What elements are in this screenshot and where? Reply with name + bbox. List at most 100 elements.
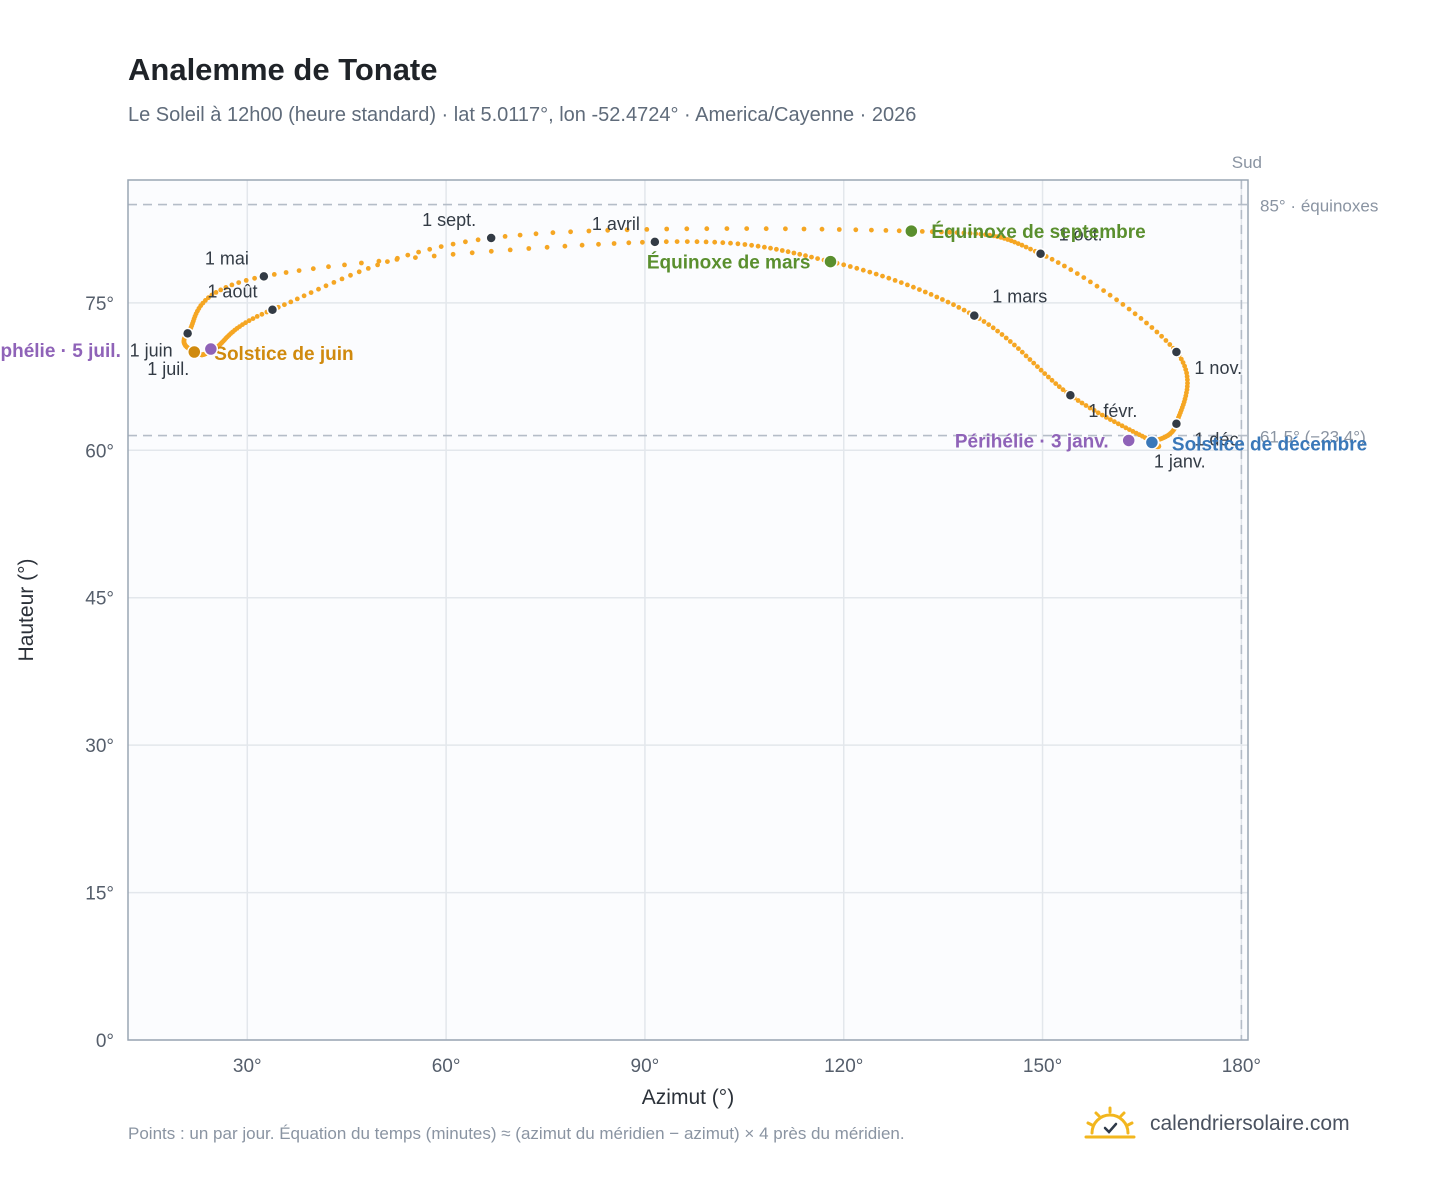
daily-sun-position [961,230,967,236]
daily-sun-position [1007,339,1013,344]
daily-sun-position [783,226,788,232]
daily-sun-position [431,253,437,259]
daily-sun-position [801,226,807,232]
daily-sun-position [684,239,690,245]
daily-sun-position [450,241,456,247]
daily-sun-position [236,280,242,285]
month-marker [1034,247,1047,260]
daily-sun-position [282,302,287,308]
daily-sun-position [995,328,1000,334]
daily-sun-position [892,278,898,283]
daily-sun-position [928,292,934,297]
daily-sun-position [728,240,733,246]
daily-sun-position [809,254,814,260]
daily-sun-position [644,227,650,232]
daily-sun-position [326,264,331,270]
special-point-label: Périhélie · 3 janv. [955,431,1109,452]
daily-sun-position [836,227,842,232]
daily-sun-position [720,240,726,246]
daily-sun-position [1023,244,1029,250]
x-tick-label: 90° [631,1056,660,1077]
axis-ticks: 30° 60° 90° 120° 150° 180° 0° 15° 30° 45° 60° 75° [85,294,1261,1077]
special-point-label: Équinoxe de mars [647,252,811,274]
daily-sun-position [502,234,508,239]
daily-sun-position [704,226,710,232]
daily-sun-position [841,262,847,268]
daily-sun-position [945,299,951,305]
daily-sun-position [365,266,371,271]
footnote: Points : un par jour. Équation du temps … [128,1124,905,1143]
month-label: 1 sept. [422,210,476,230]
daily-sun-position [1123,425,1129,431]
daily-sun-position [724,226,730,232]
daily-sun-position [488,248,494,254]
daily-sun-position [1114,297,1119,303]
daily-sun-position [1120,302,1126,307]
daily-sun-position [1104,415,1109,420]
daily-sun-position [1094,283,1100,289]
daily-sun-position [294,296,300,302]
month-marker [1170,346,1183,358]
x-tick-label: 150° [1023,1056,1062,1077]
daily-sun-position [961,307,967,313]
daily-sun-position [568,229,573,235]
daily-sun-position [749,242,754,248]
daily-sun-position [755,243,761,249]
daily-sun-position [774,246,779,252]
reference-line-label: 61.5° (−23.4°) [1260,428,1366,447]
month-label: 1 mai [205,248,249,268]
daily-sun-position [779,248,785,253]
daily-sun-position [763,226,769,232]
daily-sun-position [1056,384,1062,390]
daily-sun-position [1019,242,1025,248]
daily-sun-position [703,239,709,245]
daily-sun-position [1184,370,1189,376]
reference-lines: 85° · équinoxes 61.5° (−23.4°) Sud [128,153,1378,1040]
daily-sun-position [375,262,380,268]
daily-sun-position [712,239,718,245]
daily-sun-position [1091,408,1097,413]
daily-sun-position [905,282,910,288]
daily-sun-position [405,252,411,258]
daily-sun-position [342,262,347,268]
daily-sun-position [999,332,1005,337]
daily-sun-position [694,239,700,245]
daily-sun-position [517,232,523,238]
daily-sun-position [791,250,797,256]
chart-title: Analemme de Tonate [128,52,438,87]
daily-sun-position [376,258,382,264]
daily-sun-position [250,316,256,321]
daily-sun-position [762,244,767,250]
daily-sun-position [427,246,433,252]
month-marker [181,327,194,340]
daily-sun-position [296,268,302,273]
month-label: 1 févr. [1088,401,1137,421]
month-marker [968,309,981,322]
x-axis-label: Azimut (°) [642,1086,734,1109]
x-tick-label: 30° [233,1056,262,1077]
daily-sun-position [463,239,468,245]
daily-sun-position [919,229,925,234]
daily-sun-position [218,287,224,293]
daily-sun-position [785,249,791,255]
daily-sun-position [1081,275,1087,280]
daily-sun-position [310,266,316,272]
daily-sun-position [1107,292,1113,298]
daily-sun-position [611,241,617,246]
plot-frame [127,179,1249,1041]
month-label: 1 juin [130,340,173,360]
daily-sun-position [416,249,421,255]
daily-sun-position [1163,338,1169,343]
daily-sun-position [869,227,874,233]
daily-sun-position [940,297,945,302]
special-point-label: Solstice de juin [214,344,353,365]
daily-sun-position [1016,346,1021,351]
month-marker [485,232,497,244]
month-label: 1 août [207,282,257,302]
daily-sun-position [978,231,984,237]
daily-sun-position [987,232,993,238]
daily-sun-position [1042,371,1048,376]
special-point-marker [187,344,202,360]
daily-sun-position [243,320,249,326]
